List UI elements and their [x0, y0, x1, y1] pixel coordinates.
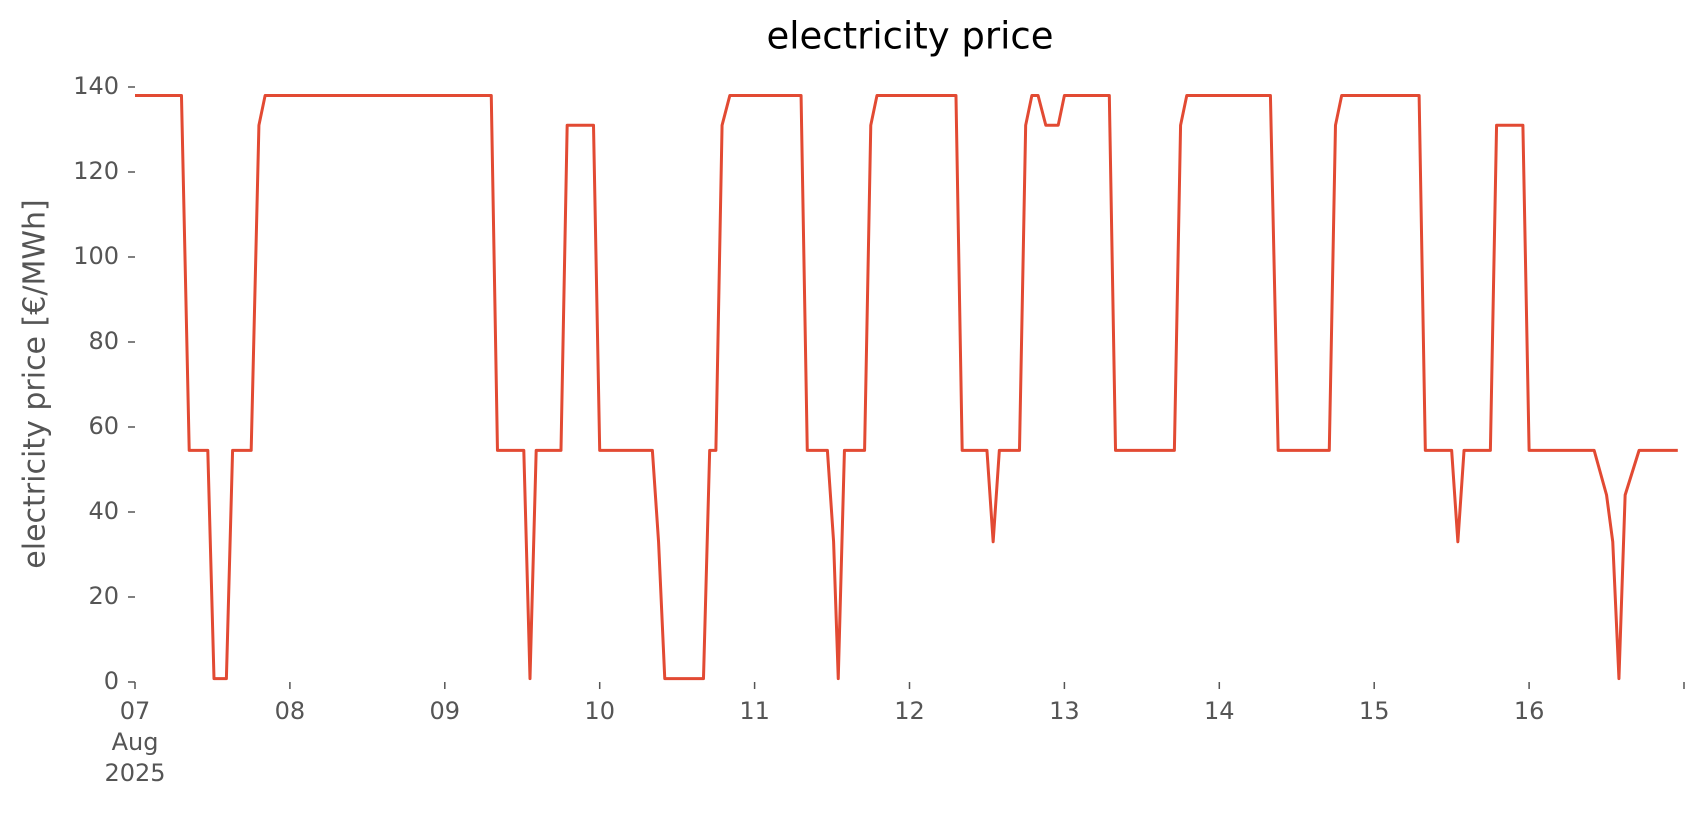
x-tick-label: 16 [1514, 697, 1545, 725]
y-tick-label: 80 [88, 327, 119, 355]
x-tick-label: 11 [739, 697, 770, 725]
chart-title: electricity price [766, 15, 1053, 58]
price-line [135, 94, 1678, 681]
y-tick-label: 120 [73, 157, 119, 185]
y-tick-label: 20 [88, 582, 119, 610]
x-tick-label: 08 [275, 697, 306, 725]
x-tick-label: 14 [1204, 697, 1235, 725]
x-tick-label: 09 [430, 697, 461, 725]
x-tick-label: 15 [1359, 697, 1390, 725]
x-tick-label: 13 [1049, 697, 1080, 725]
y-axis-label: electricity price [€/MWh] [18, 199, 53, 568]
y-tick-label: 140 [73, 72, 119, 100]
x-tick-label: 07 Aug 2025 [104, 697, 165, 787]
x-tick-label: 10 [584, 697, 615, 725]
y-tick-label: 40 [88, 497, 119, 525]
y-tick-label: 100 [73, 242, 119, 270]
y-tick-label: 60 [88, 412, 119, 440]
x-tick-label: 12 [894, 697, 925, 725]
y-tick-label: 0 [104, 667, 119, 695]
